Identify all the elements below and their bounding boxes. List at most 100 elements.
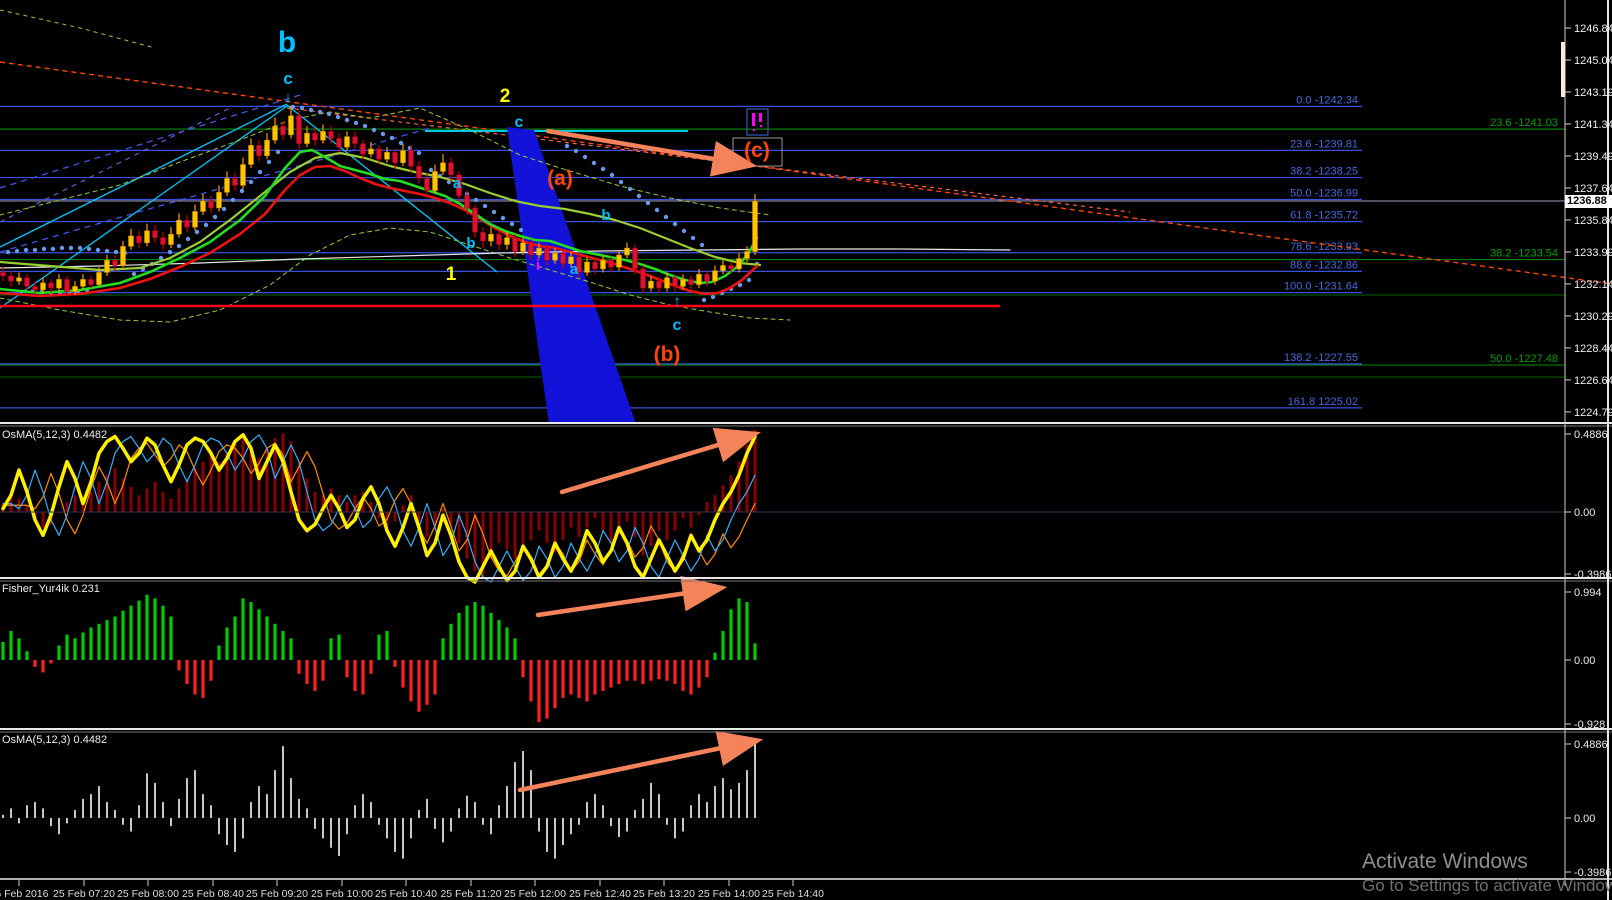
fisher-bar [409, 660, 413, 702]
wave-annotation: ↑ [673, 293, 681, 310]
fib-label: 88.6 -1232.86 [1290, 259, 1358, 271]
sar-dot [266, 159, 272, 165]
osma-bar [193, 468, 197, 512]
osma2-bar [666, 818, 668, 825]
price-tick-label: 1226.64 [1574, 375, 1612, 387]
wave-annotation: b [601, 207, 610, 224]
time-tick-label: 25 Feb 07:20 [53, 888, 115, 900]
fisher-bar [713, 652, 717, 660]
candle-body [424, 178, 430, 191]
osma-bar [273, 438, 277, 512]
time-tick-label: 25 Feb 10:00 [311, 888, 373, 900]
fisher-bar [753, 643, 757, 660]
fisher-bar [417, 660, 421, 712]
osma2-bar [50, 818, 52, 827]
osma-signal-cyan [2, 434, 756, 583]
osma-bar [121, 478, 125, 512]
osma-bar [713, 495, 717, 512]
osma2-bar [474, 802, 476, 818]
time-tick-label: 25 Feb 08:40 [182, 888, 244, 900]
osma2-bar [394, 818, 396, 852]
candle-body [376, 148, 382, 160]
time-tick-label: 25 Feb 08:00 [117, 888, 179, 900]
osma2-bar [322, 818, 324, 839]
candle-body [208, 200, 214, 209]
fisher-bar [657, 660, 661, 680]
fisher-bar [145, 594, 149, 660]
candle-body [736, 258, 742, 270]
candle-body [184, 219, 190, 228]
sar-dot [582, 154, 588, 160]
sar-dot [564, 143, 570, 149]
time-tick-label: 25 Feb 11:20 [440, 888, 501, 900]
osma2-bar [170, 818, 172, 827]
sar-dot [167, 249, 173, 255]
osma2-bar [298, 798, 300, 818]
pattern-icon-bar [759, 113, 762, 122]
osma2-bar [274, 770, 276, 818]
fisher-bar [193, 660, 197, 695]
activate-windows-subtext: Go to Settings to activate Windows. [1362, 876, 1612, 895]
wave-annotation: (c) [744, 139, 770, 162]
candle-body [336, 138, 342, 148]
osma2-bar [330, 818, 332, 848]
osma-bar [225, 451, 229, 512]
osma2-bar [290, 778, 292, 818]
sar-dot [699, 242, 705, 248]
candle-body [88, 279, 94, 285]
osma-bar [593, 512, 597, 519]
osma-bar [137, 495, 141, 512]
fisher-bar [25, 651, 29, 660]
osma-bar [217, 461, 221, 512]
sar-dot [248, 179, 254, 185]
time-tick-label: 25 Feb 14:00 [698, 888, 760, 900]
osma2-bar [314, 818, 316, 829]
fisher-bar [233, 616, 237, 660]
candle-body [720, 265, 726, 271]
fisher-bar [689, 660, 693, 695]
osma-bar [457, 512, 461, 544]
osma-bar [73, 495, 77, 512]
osma-bar [609, 512, 613, 544]
candle-body [728, 265, 734, 270]
candle-body [360, 143, 366, 155]
fisher-bar [697, 660, 701, 688]
pattern-icon-dot [760, 125, 762, 127]
osma2-bar [250, 802, 252, 818]
candle-body [8, 275, 14, 282]
osma-bar [265, 448, 269, 512]
osma2-bar [402, 818, 404, 859]
fib-label: 0.0 -1242.34 [1296, 94, 1358, 106]
fisher-bar [97, 623, 101, 660]
osma2-bar [234, 818, 236, 852]
sar-dot [5, 249, 11, 255]
osma2-bar [658, 794, 660, 818]
osma-bar [377, 512, 381, 519]
candle-body [168, 233, 174, 245]
envelope-line [0, 9, 156, 49]
osma2-bar [346, 818, 348, 835]
sar-dot [518, 227, 524, 233]
fisher-bar [305, 660, 309, 685]
price-tick-label: 1241.34 [1574, 119, 1612, 131]
osma2-bar [10, 808, 12, 818]
sar-dot [362, 123, 368, 129]
osma-bar [369, 501, 373, 512]
time-tick-label: 25 Feb 10:40 [375, 888, 437, 900]
fisher-bar [377, 634, 381, 660]
pattern-icon-dot [753, 129, 755, 131]
sar-dot [389, 135, 395, 141]
fisher-bar [281, 631, 285, 660]
osma2-bar [506, 786, 508, 818]
fisher-bar [489, 612, 493, 660]
sar-dot [59, 245, 65, 251]
price-tick-label: 1232.14 [1574, 279, 1612, 291]
fisher-bar [81, 632, 85, 660]
ma-fast [0, 148, 759, 295]
osma2-bar [674, 818, 676, 839]
osma-bar [633, 512, 637, 537]
candle-body [512, 237, 518, 252]
osma-bar [601, 512, 605, 531]
fisher-bar [329, 638, 333, 660]
